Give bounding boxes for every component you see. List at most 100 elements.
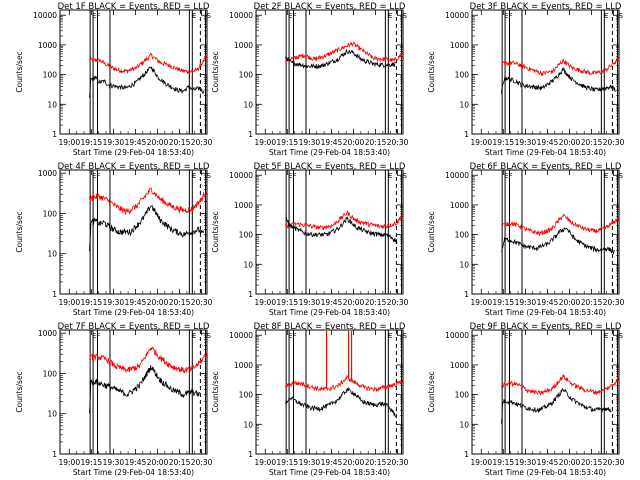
flag-label: E xyxy=(604,332,608,340)
y-tick-label: 10000 xyxy=(445,331,469,340)
y-tick-label: 1 xyxy=(52,290,57,299)
y-tick-label: 1000 xyxy=(450,361,469,370)
y-tick-label: 10000 xyxy=(229,171,253,180)
x-tick-label: 19:30 xyxy=(103,138,125,147)
panel-2: Det 2F BLACK = Events, RED = LLD 1 10 100 10… xyxy=(211,2,409,157)
x-axis-label: Start Time (29-Feb-04 18:53:40) xyxy=(485,468,606,477)
plot-frame xyxy=(59,329,208,455)
flag-label: S xyxy=(403,172,408,180)
panel-title: Det 9F BLACK = Events, RED = LLD xyxy=(470,322,622,332)
y-tick-label: 100 xyxy=(239,71,254,80)
x-axis-label: Start Time (29-Feb-04 18:53:40) xyxy=(269,148,390,157)
flag-label: S xyxy=(619,332,624,340)
lld-series-line xyxy=(501,56,620,76)
y-axis-label: Counts/sec xyxy=(211,371,220,412)
panel-title: Det 5F BLACK = Events, RED = LLD xyxy=(254,162,406,172)
flag-label: E xyxy=(288,172,292,180)
y-tick-label: 1000 xyxy=(234,201,253,210)
lld-series-line xyxy=(89,187,208,215)
panel-1: Det 1F BLACK = Events, RED = LLD 1 10 100 10… xyxy=(15,2,213,157)
flag-label: E xyxy=(92,332,96,340)
x-tick-label: 20:15 xyxy=(365,458,387,467)
x-tick-label: 19:15 xyxy=(81,138,103,147)
flag-label: E xyxy=(388,12,392,20)
x-tick-label: 20:00 xyxy=(147,458,169,467)
panel-title: Det 3F BLACK = Events, RED = LLD xyxy=(470,2,622,12)
y-tick-label: 1 xyxy=(248,130,253,139)
y-tick-label: 10000 xyxy=(229,331,253,340)
y-tick-label: 10 xyxy=(243,260,253,269)
flag-label: F xyxy=(96,332,100,340)
y-tick-label: 1000 xyxy=(450,41,469,50)
lld-series-line xyxy=(89,52,208,75)
panel-title: Det 7F BLACK = Events, RED = LLD xyxy=(58,322,210,332)
x-tick-label: 19:00 xyxy=(58,298,80,307)
x-tick-label: 19:30 xyxy=(515,298,537,307)
lld-series-line xyxy=(285,209,403,230)
y-tick-label: 10000 xyxy=(33,11,57,20)
y-tick-label: 1000 xyxy=(234,41,253,50)
panel-5: Det 5F BLACK = Events, RED = LLD 1 10 100 10… xyxy=(211,162,409,317)
events-series-line xyxy=(501,227,615,255)
x-tick-label: 19:30 xyxy=(299,298,321,307)
x-axis-label: Start Time (29-Feb-04 18:53:40) xyxy=(269,308,390,317)
y-tick-label: 10 xyxy=(47,250,57,259)
y-tick-label: 1000 xyxy=(38,169,57,178)
x-tick-label: 19:15 xyxy=(81,298,103,307)
x-tick-label: 19:00 xyxy=(58,458,80,467)
panel-3: Det 3F BLACK = Events, RED = LLD 1 10 100 10… xyxy=(427,2,625,157)
x-tick-label: 20:00 xyxy=(147,298,169,307)
events-series-line xyxy=(89,365,200,414)
flag-label: E xyxy=(288,332,292,340)
y-tick-label: 10 xyxy=(459,100,469,109)
x-axis-label: Start Time (29-Feb-04 18:53:40) xyxy=(73,148,194,157)
panel-8: Det 8F BLACK = Events, RED = LLD 1 10 100 10… xyxy=(211,322,409,477)
x-tick-label: 19:30 xyxy=(103,298,125,307)
x-tick-label: 19:00 xyxy=(254,298,276,307)
y-tick-label: 10 xyxy=(459,260,469,269)
panel-title: Det 8F BLACK = Events, RED = LLD xyxy=(254,322,406,332)
y-axis-label: Counts/sec xyxy=(211,51,220,92)
flag-label: E xyxy=(388,172,392,180)
y-tick-label: 1000 xyxy=(38,41,57,50)
x-tick-label: 19:00 xyxy=(254,138,276,147)
x-tick-label: 19:45 xyxy=(537,458,559,467)
y-tick-label: 100 xyxy=(43,369,58,378)
lld-series-line xyxy=(89,346,208,373)
flag-label: S xyxy=(403,332,408,340)
lld-series-line xyxy=(285,41,404,64)
x-tick-label: 20:00 xyxy=(343,298,365,307)
x-tick-label: 20:15 xyxy=(581,458,603,467)
x-tick-label: 20:15 xyxy=(365,138,387,147)
panel-4: Det 4F BLACK = Events, RED = LLD 1 10 100 10… xyxy=(15,162,213,317)
events-series-line xyxy=(501,387,612,424)
x-tick-label: 19:15 xyxy=(493,458,515,467)
x-tick-label: 20:30 xyxy=(387,458,409,467)
flag-label: F xyxy=(292,12,296,20)
flag-label: F xyxy=(96,172,100,180)
flag-label: E xyxy=(192,172,196,180)
y-axis-label: Counts/sec xyxy=(211,211,220,252)
x-axis-label: Start Time (29-Feb-04 18:53:40) xyxy=(485,308,606,317)
panel-title: Det 4F BLACK = Events, RED = LLD xyxy=(58,162,210,172)
x-tick-label: 20:00 xyxy=(343,138,365,147)
x-tick-label: 19:45 xyxy=(125,298,147,307)
x-tick-label: 20:30 xyxy=(603,458,625,467)
flag-label: E xyxy=(604,172,608,180)
x-tick-label: 19:45 xyxy=(537,138,559,147)
x-tick-label: 20:30 xyxy=(191,458,213,467)
x-tick-label: 20:00 xyxy=(343,458,365,467)
lld-series-line xyxy=(501,374,620,397)
flag-label: S xyxy=(207,332,212,340)
x-tick-label: 20:00 xyxy=(147,138,169,147)
x-tick-label: 20:30 xyxy=(191,138,213,147)
y-tick-label: 100 xyxy=(455,71,470,80)
events-series-line xyxy=(89,204,204,252)
panel-title: Det 1F BLACK = Events, RED = LLD xyxy=(58,2,210,12)
x-tick-label: 19:15 xyxy=(277,138,299,147)
x-tick-label: 19:00 xyxy=(254,458,276,467)
y-axis-label: Counts/sec xyxy=(15,51,24,92)
flag-label: E xyxy=(92,172,96,180)
y-tick-label: 10 xyxy=(47,100,57,109)
y-axis-label: Counts/sec xyxy=(15,211,24,252)
